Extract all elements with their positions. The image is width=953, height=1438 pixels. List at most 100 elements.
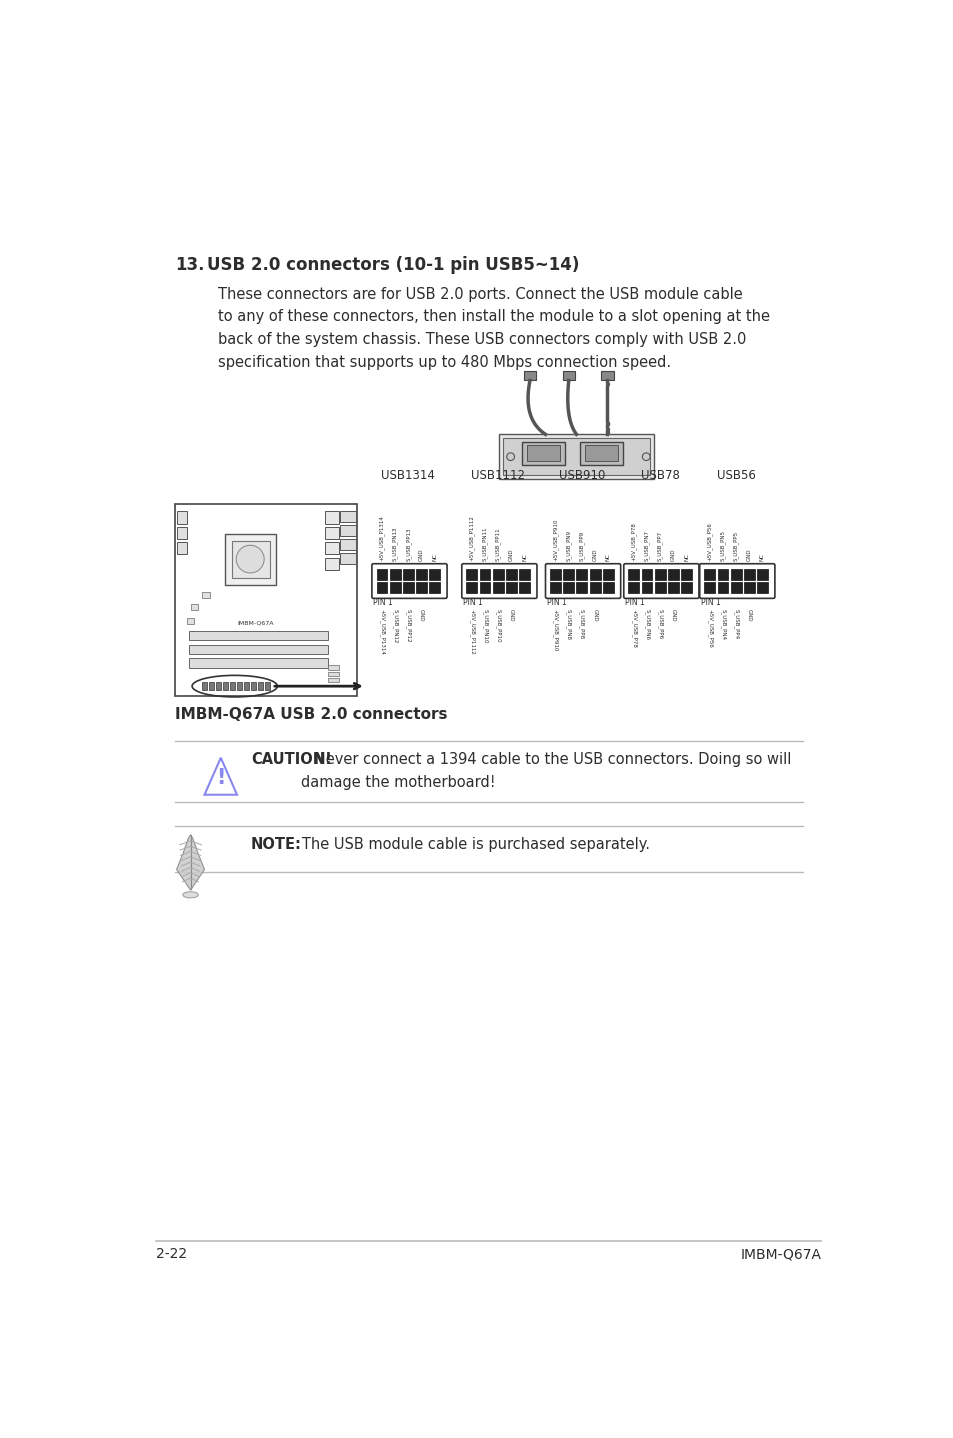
Bar	[743, 582, 754, 592]
Text: +5V_USB_P910: +5V_USB_P910	[552, 519, 558, 561]
Bar	[562, 569, 574, 580]
Text: S_USB_PP13: S_USB_PP13	[405, 528, 411, 561]
Text: +5V_USB_P1314: +5V_USB_P1314	[378, 610, 384, 656]
Bar	[479, 569, 490, 580]
Circle shape	[236, 545, 264, 572]
Text: GND: GND	[670, 610, 675, 621]
Bar	[641, 569, 652, 580]
Bar	[576, 582, 587, 592]
Text: S_USB_PP8: S_USB_PP8	[578, 610, 584, 640]
Bar	[225, 535, 275, 584]
Bar	[429, 569, 439, 580]
Text: GND: GND	[418, 549, 423, 561]
Bar	[562, 582, 574, 592]
Circle shape	[641, 453, 649, 460]
FancyBboxPatch shape	[699, 564, 774, 598]
Text: +5V_USB_P56: +5V_USB_P56	[706, 522, 712, 561]
Bar	[518, 582, 530, 592]
Bar	[493, 582, 503, 592]
Bar	[174, 503, 356, 696]
Text: CAUTION!: CAUTION!	[251, 752, 332, 768]
Bar	[576, 569, 587, 580]
Bar	[176, 512, 187, 523]
Bar	[187, 617, 194, 624]
Text: USB78: USB78	[640, 469, 679, 482]
Bar	[340, 525, 355, 536]
Bar	[244, 682, 249, 690]
Text: IMBM-Q67A USB 2.0 connectors: IMBM-Q67A USB 2.0 connectors	[174, 707, 447, 722]
Bar	[340, 539, 355, 549]
Text: S_USB_PP7: S_USB_PP7	[657, 531, 662, 561]
Bar	[743, 569, 754, 580]
Bar	[526, 446, 559, 460]
Bar	[223, 682, 228, 690]
Text: +5V_USB_P1112: +5V_USB_P1112	[469, 610, 475, 656]
Bar	[641, 582, 652, 592]
Text: +5V_USB_P78: +5V_USB_P78	[630, 610, 636, 649]
Text: NOTE:: NOTE:	[251, 837, 301, 853]
Bar	[251, 682, 255, 690]
Text: S_USB_PN11: S_USB_PN11	[481, 526, 487, 561]
Bar	[498, 434, 654, 479]
Text: These connectors are for USB 2.0 ports. Connect the USB module cable
to any of t: These connectors are for USB 2.0 ports. …	[218, 286, 770, 370]
Text: S_USB_PP6: S_USB_PP6	[657, 610, 662, 640]
FancyBboxPatch shape	[372, 564, 447, 598]
Text: USB1314: USB1314	[381, 469, 435, 482]
Polygon shape	[176, 835, 204, 890]
Text: S_USB_PP10: S_USB_PP10	[495, 610, 500, 643]
Bar	[584, 446, 618, 460]
Text: S_USB_PN8: S_USB_PN8	[565, 610, 571, 640]
FancyBboxPatch shape	[545, 564, 620, 598]
Text: The USB module cable is purchased separately.: The USB module cable is purchased separa…	[288, 837, 650, 853]
Bar	[493, 569, 503, 580]
Text: NC: NC	[521, 554, 526, 561]
Text: S_USB_PN13: S_USB_PN13	[392, 526, 397, 561]
Text: S_USB_PN9: S_USB_PN9	[565, 531, 571, 561]
Text: S_USB_PP9: S_USB_PP9	[578, 531, 584, 561]
Bar	[550, 569, 560, 580]
Bar	[717, 582, 728, 592]
Text: Never connect a 1394 cable to the USB connectors. Doing so will
damage the mothe: Never connect a 1394 cable to the USB co…	[301, 752, 791, 789]
Bar	[602, 582, 613, 592]
Bar	[236, 682, 241, 690]
Text: S_USB_PN12: S_USB_PN12	[392, 610, 397, 644]
Text: 13.: 13.	[174, 256, 204, 273]
Bar	[505, 582, 517, 592]
Text: NC: NC	[683, 554, 688, 561]
Bar	[505, 569, 517, 580]
Bar	[202, 682, 207, 690]
Bar	[589, 569, 599, 580]
Bar	[324, 542, 338, 555]
Text: IMBM-Q67A: IMBM-Q67A	[740, 1248, 821, 1261]
Text: S_USB_PN7: S_USB_PN7	[643, 531, 649, 561]
Text: !: !	[216, 768, 225, 788]
Text: GND: GND	[592, 610, 597, 621]
Text: S_USB_PP4: S_USB_PP4	[733, 610, 739, 640]
Text: PIN 1: PIN 1	[463, 598, 482, 607]
Bar	[209, 682, 213, 690]
Bar	[479, 582, 490, 592]
Bar	[550, 582, 560, 592]
Bar	[340, 512, 355, 522]
Bar	[416, 569, 427, 580]
Ellipse shape	[183, 892, 198, 897]
Text: S_USB_PP11: S_USB_PP11	[495, 528, 500, 561]
Bar	[730, 569, 740, 580]
Bar	[654, 582, 665, 592]
Bar	[523, 371, 536, 381]
Text: S_USB_PN4: S_USB_PN4	[720, 610, 725, 640]
Bar	[429, 582, 439, 592]
Bar	[703, 569, 715, 580]
Bar	[757, 582, 767, 592]
Text: NC: NC	[605, 554, 610, 561]
Bar	[518, 569, 530, 580]
Polygon shape	[204, 758, 236, 795]
Bar	[717, 569, 728, 580]
Text: PIN 1: PIN 1	[624, 598, 644, 607]
Bar	[376, 569, 387, 580]
Bar	[390, 582, 400, 592]
Text: S_USB_PP12: S_USB_PP12	[405, 610, 411, 643]
Bar	[324, 558, 338, 569]
Text: +5V_USB_P78: +5V_USB_P78	[630, 522, 636, 561]
Bar	[466, 569, 476, 580]
